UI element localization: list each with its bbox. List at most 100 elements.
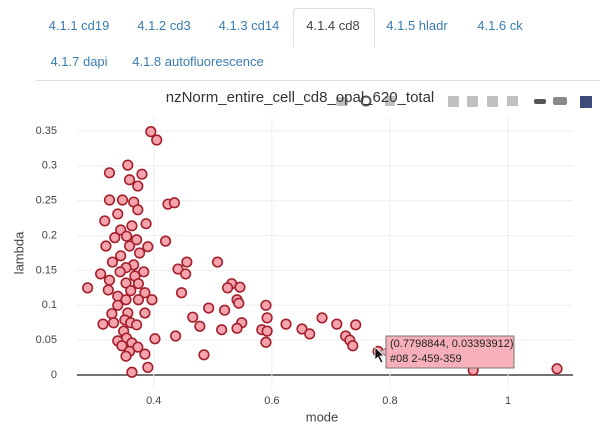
point — [122, 159, 134, 171]
x-tick-label: 0.6 — [264, 395, 279, 407]
point — [103, 274, 116, 286]
point — [125, 285, 137, 297]
point — [170, 330, 182, 342]
point — [142, 361, 154, 373]
point — [112, 208, 124, 220]
point — [280, 318, 292, 330]
point — [131, 319, 143, 331]
point — [132, 204, 144, 216]
point — [106, 308, 118, 320]
chart-title: nzNorm_entire_cell_cd8_opal_620_total — [166, 89, 435, 106]
zoom-in-icon[interactable] — [448, 96, 459, 107]
active-tab-box — [293, 8, 375, 47]
autoscale-icon[interactable] — [487, 96, 498, 107]
point — [123, 240, 136, 252]
point — [350, 319, 362, 331]
tab[interactable]: 4.1.4 cd8 — [306, 18, 360, 33]
point — [304, 328, 316, 340]
point — [175, 287, 188, 299]
tab[interactable]: 4.1.3 cd14 — [218, 18, 280, 33]
camera-icon[interactable] — [336, 97, 348, 106]
y-tick-label: 0.2 — [42, 229, 57, 241]
cursor — [374, 346, 385, 364]
point — [203, 302, 215, 314]
point — [82, 282, 94, 294]
point — [115, 250, 127, 262]
point — [139, 348, 151, 360]
point — [100, 240, 112, 252]
tab[interactable]: 4.1.2 cd3 — [137, 18, 191, 33]
point — [551, 363, 563, 375]
point — [123, 174, 136, 186]
y-tick-label: 0.35 — [36, 125, 57, 137]
y-axis-label: lambda — [11, 231, 26, 274]
point — [194, 320, 206, 332]
point — [260, 336, 272, 348]
point — [172, 263, 184, 275]
y-tick-label: 0.3 — [42, 160, 57, 172]
point — [126, 366, 138, 378]
point — [112, 299, 124, 311]
spike-icon[interactable] — [534, 99, 546, 104]
point — [102, 284, 114, 296]
point — [260, 299, 272, 311]
point — [116, 340, 128, 352]
plotly-logo[interactable] — [580, 96, 592, 108]
point — [181, 256, 193, 268]
point — [234, 281, 246, 293]
zoom-out-icon[interactable] — [467, 96, 478, 107]
y-tick-label: 0 — [51, 369, 57, 381]
y-tick-label: 0.05 — [36, 334, 57, 346]
tab-divider — [36, 80, 600, 81]
point — [296, 323, 308, 335]
y-tick-label: 0.15 — [36, 264, 57, 276]
point — [180, 268, 192, 280]
point — [139, 307, 151, 319]
point — [114, 266, 126, 278]
point — [97, 318, 109, 330]
y-tick-label: 0.25 — [36, 195, 57, 207]
point — [103, 167, 116, 179]
y-tick-label: 0.1 — [42, 299, 57, 311]
point — [136, 168, 148, 180]
zoom-icon[interactable] — [360, 95, 372, 107]
point — [146, 294, 158, 306]
point — [103, 194, 116, 206]
point — [139, 287, 151, 299]
x-axis-label: mode — [306, 409, 339, 424]
tab[interactable]: 4.1.5 hladr — [386, 18, 448, 33]
point — [216, 324, 228, 336]
points — [82, 126, 563, 378]
tab[interactable]: 4.1.8 autofluorescence — [132, 54, 264, 69]
tab[interactable]: 4.1.1 cd19 — [48, 18, 110, 33]
point — [187, 311, 199, 323]
point — [331, 318, 343, 330]
point — [95, 268, 107, 280]
hover-pointer — [379, 347, 387, 357]
point — [198, 349, 210, 361]
point — [159, 235, 172, 247]
tab[interactable]: 4.1.6 ck — [477, 18, 523, 33]
point — [109, 232, 121, 244]
point — [347, 340, 359, 352]
point — [145, 126, 157, 138]
point — [168, 197, 181, 209]
hover-label: (0.7798844, 0.03393912) — [390, 338, 514, 350]
point — [133, 247, 146, 259]
point — [132, 278, 145, 290]
point — [132, 294, 145, 306]
hover-text: #08 2-459-359 — [390, 353, 462, 365]
pan-icon[interactable] — [385, 96, 395, 106]
point — [261, 325, 273, 337]
point — [151, 134, 163, 146]
hover-icon[interactable] — [553, 97, 567, 105]
point — [261, 312, 273, 324]
point — [99, 215, 111, 227]
x-tick-label: 0.8 — [382, 395, 397, 407]
point — [231, 322, 243, 334]
reset-icon[interactable] — [507, 96, 518, 106]
point — [142, 241, 154, 253]
tab[interactable]: 4.1.7 dapi — [50, 54, 108, 69]
